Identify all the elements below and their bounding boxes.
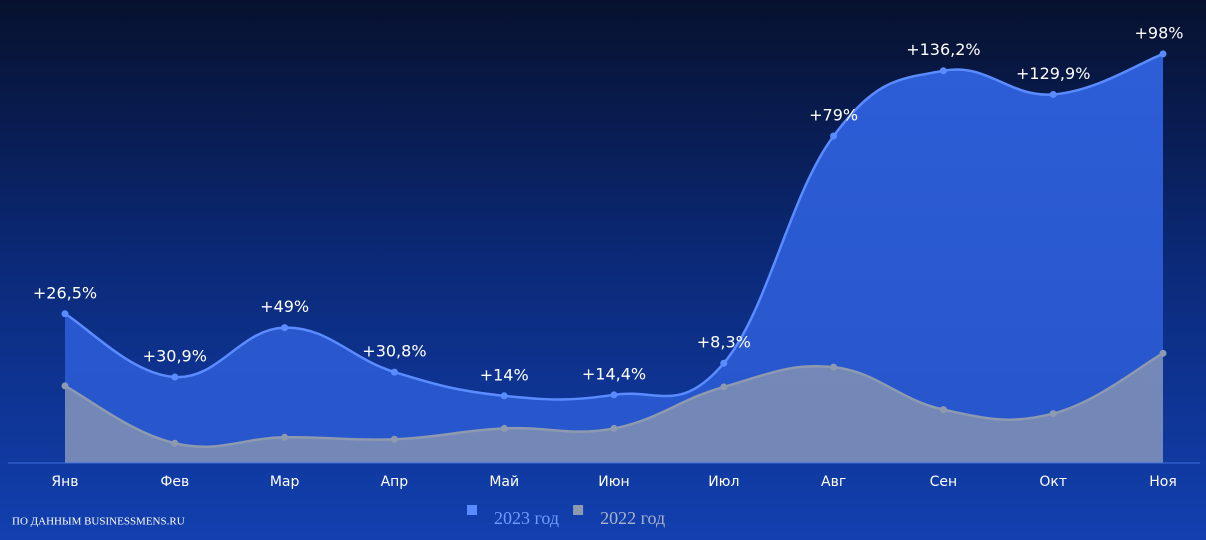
point: [1049, 410, 1057, 418]
x-tick-label: Окт: [1039, 474, 1067, 490]
data-label: +8,3%: [697, 333, 751, 352]
area-fill: [65, 353, 1163, 463]
point: [1159, 50, 1167, 58]
data-label: +136,2%: [906, 40, 980, 59]
point: [720, 383, 728, 391]
data-label: +30,9%: [143, 347, 207, 366]
x-tick-label: Янв: [51, 474, 78, 490]
plot: +26,5% +30,9% +49% +30,8% +14% +14,4% +8,3% +79…: [8, 23, 1200, 528]
point: [500, 392, 508, 400]
area-fill: [65, 53, 1163, 464]
point: [1159, 349, 1167, 357]
point: [61, 310, 69, 318]
x-tick-label: Ноя: [1149, 474, 1177, 490]
legend-swatch: [573, 505, 584, 515]
point: [171, 439, 179, 447]
x-tick-label: Июл: [708, 474, 739, 490]
point: [610, 391, 618, 399]
point: [281, 433, 289, 441]
point: [61, 382, 69, 390]
data-label: +79%: [809, 105, 858, 124]
data-label: +129,9%: [1016, 64, 1090, 83]
point: [610, 424, 618, 432]
point: [939, 406, 947, 414]
point: [1049, 90, 1057, 98]
x-tick-label: Мар: [270, 474, 300, 490]
legend-swatch: [467, 505, 477, 515]
x-tick-label: Июн: [598, 474, 629, 490]
point: [830, 363, 838, 371]
legend-label: 2023 год: [494, 508, 559, 528]
data-label: +30,8%: [362, 342, 426, 361]
legend-label: 2022 год: [600, 508, 665, 528]
point: [830, 132, 838, 140]
data-label: +49%: [260, 297, 309, 316]
data-label: +14,4%: [582, 364, 646, 383]
source: ПО ДАННЫМ BUSINESSMENS.RU: [12, 516, 185, 528]
data-label: +98%: [1135, 23, 1184, 42]
series-line: [64, 52, 1164, 401]
point: [171, 373, 179, 381]
x-tick-label: Сен: [930, 474, 958, 490]
point: [281, 324, 289, 332]
data-label: +14%: [480, 365, 529, 384]
point: [390, 435, 398, 443]
point: [720, 359, 728, 367]
point: [500, 424, 508, 432]
x-tick-label: Май: [489, 474, 519, 490]
x-tick-label: Фев: [160, 474, 189, 490]
point: [390, 368, 398, 376]
data-label: +26,5%: [33, 283, 97, 302]
point: [939, 67, 947, 75]
x-tick-label: Авг: [821, 474, 846, 490]
x-tick-label: Апр: [381, 474, 409, 490]
